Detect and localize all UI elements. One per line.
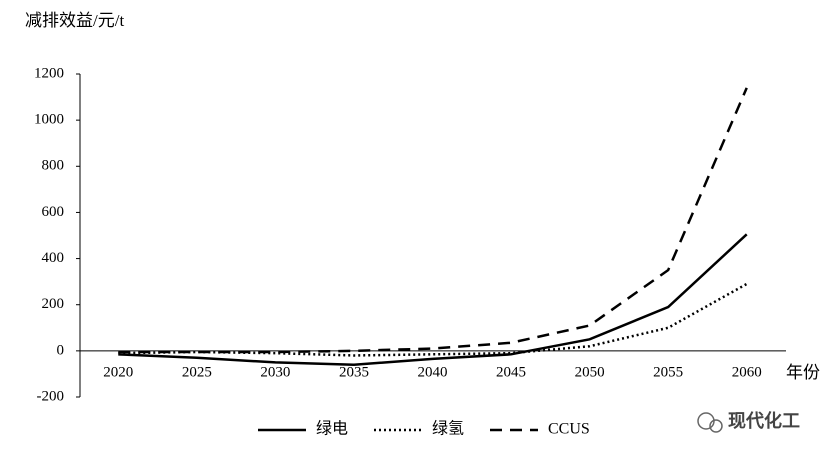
legend-label: 绿氢 xyxy=(432,420,464,438)
x-tick-label: 2035 xyxy=(339,364,369,380)
watermark: 现代化工 xyxy=(728,410,800,431)
legend-label: CCUS xyxy=(548,421,590,438)
y-tick-label: 800 xyxy=(42,158,65,174)
y-tick-label: 600 xyxy=(42,204,65,220)
y-axis-label: 减排效益/元/t xyxy=(25,11,124,30)
series-line xyxy=(118,87,748,354)
y-tick-label: 400 xyxy=(42,250,65,266)
y-tick-label: 0 xyxy=(57,342,65,358)
x-tick-label: 2060 xyxy=(732,364,762,380)
x-tick-label: 2040 xyxy=(418,364,448,380)
series-line xyxy=(118,282,748,357)
x-axis-label: 年份 xyxy=(786,363,820,382)
legend-label: 绿电 xyxy=(316,420,348,438)
y-tick-label: 1200 xyxy=(34,65,64,81)
x-tick-label: 2045 xyxy=(496,364,526,380)
y-tick-label: -200 xyxy=(37,388,65,404)
x-tick-label: 2050 xyxy=(575,364,605,380)
watermark-icon xyxy=(697,412,723,433)
x-tick-label: 2055 xyxy=(653,364,683,380)
x-tick-label: 2020 xyxy=(103,364,133,380)
x-tick-label: 2025 xyxy=(182,364,212,380)
y-tick-label: 1000 xyxy=(34,112,64,128)
series-line xyxy=(118,233,748,366)
x-tick-label: 2030 xyxy=(260,364,290,380)
y-tick-label: 200 xyxy=(42,296,65,312)
